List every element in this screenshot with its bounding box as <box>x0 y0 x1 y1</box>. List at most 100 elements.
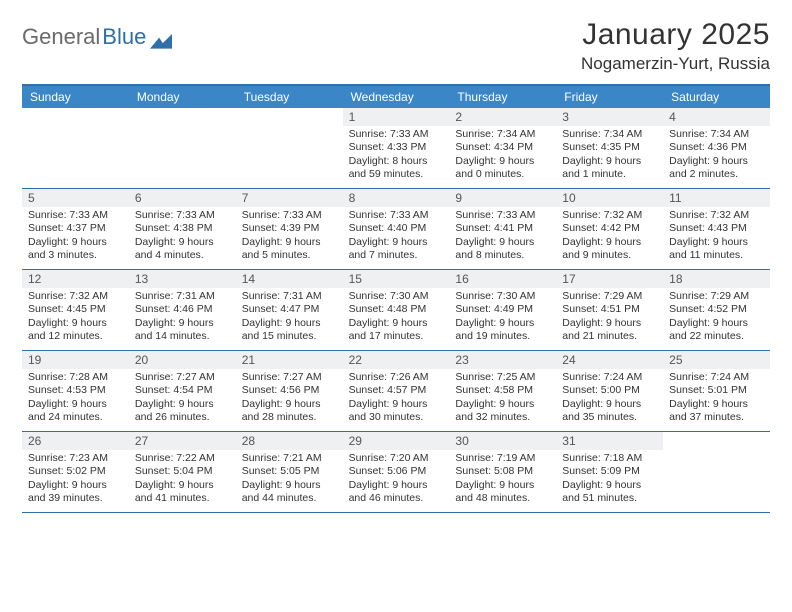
daylight-line-2: and 5 minutes. <box>242 249 337 262</box>
daylight-line-2: and 44 minutes. <box>242 492 337 505</box>
sunset-line: Sunset: 4:56 PM <box>242 384 337 397</box>
daylight-line-1: Daylight: 9 hours <box>135 479 230 492</box>
sunset-line: Sunset: 5:09 PM <box>562 465 657 478</box>
daylight-line-1: Daylight: 9 hours <box>562 317 657 330</box>
day-cell: 27 Sunrise: 7:22 AMSunset: 5:04 PMDayligh… <box>129 432 236 512</box>
day-info: Sunrise: 7:33 AMSunset: 4:39 PMDaylight:… <box>236 209 343 263</box>
day-cell <box>236 108 343 188</box>
daylight-line-1: Daylight: 9 hours <box>669 398 764 411</box>
day-number: 15 <box>343 270 450 288</box>
daylight-line-2: and 24 minutes. <box>28 411 123 424</box>
daylight-line-2: and 28 minutes. <box>242 411 337 424</box>
day-info: Sunrise: 7:24 AMSunset: 5:01 PMDaylight:… <box>663 371 770 425</box>
sunrise-line: Sunrise: 7:21 AM <box>242 452 337 465</box>
day-cell: 31Sunrise: 7:18 AMSunset: 5:09 PMDayligh… <box>556 432 663 512</box>
daylight-line-2: and 59 minutes. <box>349 168 444 181</box>
day-info: Sunrise: 7:26 AMSunset: 4:57 PMDaylight:… <box>343 371 450 425</box>
day-cell: 4Sunrise: 7:34 AMSunset: 4:36 PMDaylight… <box>663 108 770 188</box>
header: GeneralBlue January 2025 Nogamerzin-Yurt… <box>22 18 770 74</box>
logo-icon <box>150 29 172 45</box>
daylight-line-2: and 0 minutes. <box>455 168 550 181</box>
calendar: SundayMondayTuesdayWednesdayThursdayFrid… <box>22 84 770 513</box>
sunrise-line: Sunrise: 7:28 AM <box>28 371 123 384</box>
day-number: 28 <box>236 432 343 450</box>
daylight-line-2: and 1 minute. <box>562 168 657 181</box>
day-header: Friday <box>556 86 663 108</box>
sunset-line: Sunset: 5:02 PM <box>28 465 123 478</box>
daylight-line-1: Daylight: 9 hours <box>242 236 337 249</box>
day-cell: 10 Sunrise: 7:32 AMSunset: 4:42 PMDayligh… <box>556 189 663 269</box>
daylight-line-1: Daylight: 9 hours <box>242 317 337 330</box>
sunrise-line: Sunrise: 7:32 AM <box>669 209 764 222</box>
day-info: Sunrise: 7:18 AMSunset: 5:09 PMDaylight:… <box>556 452 663 506</box>
day-info: Sunrise: 7:33 AMSunset: 4:41 PMDaylight:… <box>449 209 556 263</box>
sunrise-line: Sunrise: 7:33 AM <box>135 209 230 222</box>
daylight-line-1: Daylight: 9 hours <box>455 479 550 492</box>
day-info: Sunrise: 7:32 AMSunset: 4:43 PMDaylight:… <box>663 209 770 263</box>
day-info: Sunrise: 7:32 AMSunset: 4:42 PMDaylight:… <box>556 209 663 263</box>
day-number: 4 <box>663 108 770 126</box>
daylight-line-2: and 32 minutes. <box>455 411 550 424</box>
day-cell: 2Sunrise: 7:34 AMSunset: 4:34 PMDaylight… <box>449 108 556 188</box>
daylight-line-2: and 19 minutes. <box>455 330 550 343</box>
sunrise-line: Sunrise: 7:18 AM <box>562 452 657 465</box>
daylight-line-1: Daylight: 9 hours <box>135 398 230 411</box>
calendar-body: 1Sunrise: 7:33 AMSunset: 4:33 PMDaylight… <box>22 108 770 513</box>
sunset-line: Sunset: 4:35 PM <box>562 141 657 154</box>
day-info: Sunrise: 7:29 AMSunset: 4:52 PMDaylight:… <box>663 290 770 344</box>
day-cell: 30Sunrise: 7:19 AMSunset: 5:08 PMDayligh… <box>449 432 556 512</box>
sunset-line: Sunset: 5:04 PM <box>135 465 230 478</box>
day-info: Sunrise: 7:20 AMSunset: 5:06 PMDaylight:… <box>343 452 450 506</box>
day-number: 24 <box>556 351 663 369</box>
day-info: Sunrise: 7:30 AMSunset: 4:48 PMDaylight:… <box>343 290 450 344</box>
logo: GeneralBlue <box>22 24 172 50</box>
day-cell: 15 Sunrise: 7:30 AMSunset: 4:48 PMDayligh… <box>343 270 450 350</box>
sunset-line: Sunset: 4:52 PM <box>669 303 764 316</box>
day-cell: 17Sunrise: 7:29 AMSunset: 4:51 PMDayligh… <box>556 270 663 350</box>
day-cell <box>663 432 770 512</box>
day-cell: 6Sunrise: 7:33 AMSunset: 4:38 PMDaylight… <box>129 189 236 269</box>
sunset-line: Sunset: 4:41 PM <box>455 222 550 235</box>
sunrise-line: Sunrise: 7:34 AM <box>669 128 764 141</box>
day-cell: 3Sunrise: 7:34 AMSunset: 4:35 PMDaylight… <box>556 108 663 188</box>
day-info: Sunrise: 7:21 AMSunset: 5:05 PMDaylight:… <box>236 452 343 506</box>
daylight-line-1: Daylight: 9 hours <box>669 317 764 330</box>
day-header: Saturday <box>663 86 770 108</box>
daylight-line-2: and 17 minutes. <box>349 330 444 343</box>
daylight-line-1: Daylight: 9 hours <box>349 317 444 330</box>
day-number: 27 <box>129 432 236 450</box>
daylight-line-2: and 22 minutes. <box>669 330 764 343</box>
sunset-line: Sunset: 5:05 PM <box>242 465 337 478</box>
day-number: 10 <box>556 189 663 207</box>
day-number: 5 <box>22 189 129 207</box>
sunrise-line: Sunrise: 7:29 AM <box>669 290 764 303</box>
day-number: 7 <box>236 189 343 207</box>
day-number: 1 <box>343 108 450 126</box>
sunset-line: Sunset: 4:37 PM <box>28 222 123 235</box>
sunset-line: Sunset: 4:36 PM <box>669 141 764 154</box>
day-number: 14 <box>236 270 343 288</box>
daylight-line-2: and 35 minutes. <box>562 411 657 424</box>
day-number: 29 <box>343 432 450 450</box>
day-cell <box>129 108 236 188</box>
sunset-line: Sunset: 4:57 PM <box>349 384 444 397</box>
sunrise-line: Sunrise: 7:29 AM <box>562 290 657 303</box>
logo-text-2: Blue <box>102 24 146 50</box>
day-cell: 26Sunrise: 7:23 AMSunset: 5:02 PMDayligh… <box>22 432 129 512</box>
sunrise-line: Sunrise: 7:30 AM <box>455 290 550 303</box>
daylight-line-1: Daylight: 9 hours <box>455 236 550 249</box>
daylight-line-1: Daylight: 9 hours <box>28 398 123 411</box>
sunrise-line: Sunrise: 7:25 AM <box>455 371 550 384</box>
day-number: 23 <box>449 351 556 369</box>
daylight-line-2: and 30 minutes. <box>349 411 444 424</box>
day-cell: 12Sunrise: 7:32 AMSunset: 4:45 PMDayligh… <box>22 270 129 350</box>
day-cell: 24Sunrise: 7:24 AMSunset: 5:00 PMDayligh… <box>556 351 663 431</box>
daylight-line-2: and 2 minutes. <box>669 168 764 181</box>
sunrise-line: Sunrise: 7:22 AM <box>135 452 230 465</box>
sunset-line: Sunset: 4:53 PM <box>28 384 123 397</box>
day-number: 30 <box>449 432 556 450</box>
day-cell: 29 Sunrise: 7:20 AMSunset: 5:06 PMDayligh… <box>343 432 450 512</box>
day-number: 19 <box>22 351 129 369</box>
daylight-line-2: and 3 minutes. <box>28 249 123 262</box>
day-number: 16 <box>449 270 556 288</box>
